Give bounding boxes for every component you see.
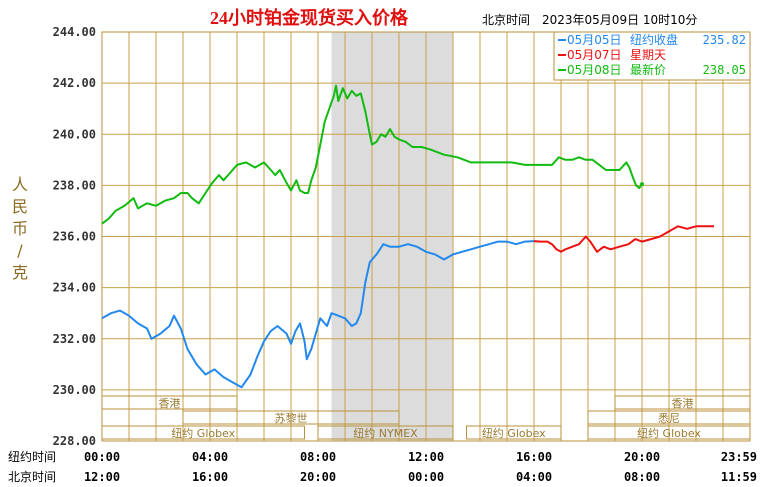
y-label-char: 人 xyxy=(12,175,28,194)
y-axis-label: 人民币 / 克 xyxy=(12,175,28,282)
session-box xyxy=(466,425,562,440)
session-box xyxy=(587,425,751,440)
legend-series-name: 05月05日 xyxy=(567,33,622,47)
y-label-char: 币 xyxy=(12,219,28,238)
session-label: 纽约 Globex xyxy=(171,426,235,440)
chart-subtitle: 北京时间 2023年05月09日 10时10分 xyxy=(482,13,697,27)
session-label: 香港 xyxy=(159,397,181,410)
y-label-char: / xyxy=(17,241,23,260)
chart-title: 24小时铂金现货买入价格 xyxy=(210,7,409,28)
legend-note: 最新价 xyxy=(630,62,666,77)
legend-box xyxy=(553,31,751,81)
series-line xyxy=(533,225,714,253)
session-label: 香港 xyxy=(672,397,694,410)
y-label-char: 民 xyxy=(12,197,28,216)
series-line xyxy=(101,240,535,389)
legend-series-name: 05月08日 xyxy=(567,63,622,77)
chart-legend: 05月05日 纽约收盘 235.82 05月07日 星期天 05月08日 最新价 238.05 xyxy=(553,31,751,81)
y-tick-label: 228.00 xyxy=(53,434,96,448)
x-tick-label-bj: 20:00 xyxy=(300,470,336,484)
series-line xyxy=(101,84,643,225)
session-label: 纽约 Globex xyxy=(637,426,701,440)
y-tick-label: 240.00 xyxy=(53,127,96,141)
y-tick-label: 244.00 xyxy=(53,25,96,39)
y-tick-label: 242.00 xyxy=(53,76,96,90)
x-tick-label-bj: 08:00 xyxy=(624,470,660,484)
session-box xyxy=(101,395,238,410)
x-tick-label-bj: 04:00 xyxy=(516,470,552,484)
legend-note: 纽约收盘 xyxy=(630,32,678,47)
plot-frame xyxy=(101,31,751,442)
x-row2-label: 北京时间 xyxy=(8,470,56,484)
session-label: 纽约 NYMEX xyxy=(353,426,418,440)
session-label: 纽约 Globex xyxy=(482,426,546,440)
y-tick-label: 236.00 xyxy=(53,230,96,244)
y-tick-label: 238.00 xyxy=(53,178,96,192)
y-tick-label: 234.00 xyxy=(53,281,96,295)
legend-value: 235.82 xyxy=(703,33,746,47)
session-label: 悉尼 xyxy=(658,412,680,425)
x-tick-label-ny: 16:00 xyxy=(516,450,552,464)
x-row1-label: 纽约时间 xyxy=(8,449,56,464)
y-label-char: 克 xyxy=(12,263,28,282)
x-tick-label-ny: 12:00 xyxy=(408,450,444,464)
y-tick-label: 230.00 xyxy=(53,383,96,397)
session-label: 苏黎世 xyxy=(275,411,308,425)
session-box xyxy=(182,410,400,425)
chart-axes: 244.00 242.00 240.00 238.00 236.00 234.00 232.… xyxy=(8,25,757,484)
x-tick-label-bj: 16:00 xyxy=(192,470,228,484)
legend-series-name: 05月07日 xyxy=(567,48,622,62)
price-series xyxy=(101,84,714,389)
legend-value: 238.05 xyxy=(703,63,746,77)
x-tick-label-ny: 08:00 xyxy=(300,450,336,464)
latest-point-marker xyxy=(640,182,644,187)
x-tick-label-bj: 12:00 xyxy=(84,470,120,484)
x-tick-label-ny: 20:00 xyxy=(624,450,660,464)
chart-grid xyxy=(101,31,751,442)
x-tick-label-ny: 00:00 xyxy=(84,450,120,464)
session-box xyxy=(101,425,305,440)
session-box xyxy=(587,410,751,425)
legend-note: 星期天 xyxy=(630,48,666,62)
session-box xyxy=(317,425,454,440)
x-tick-label-ny: 04:00 xyxy=(192,450,228,464)
x-tick-label-bj: 11:59 xyxy=(721,470,757,484)
x-tick-label-ny: 23:59 xyxy=(721,450,757,464)
x-tick-label-bj: 00:00 xyxy=(408,470,444,484)
session-box xyxy=(614,395,751,410)
y-tick-label: 232.00 xyxy=(53,332,96,346)
